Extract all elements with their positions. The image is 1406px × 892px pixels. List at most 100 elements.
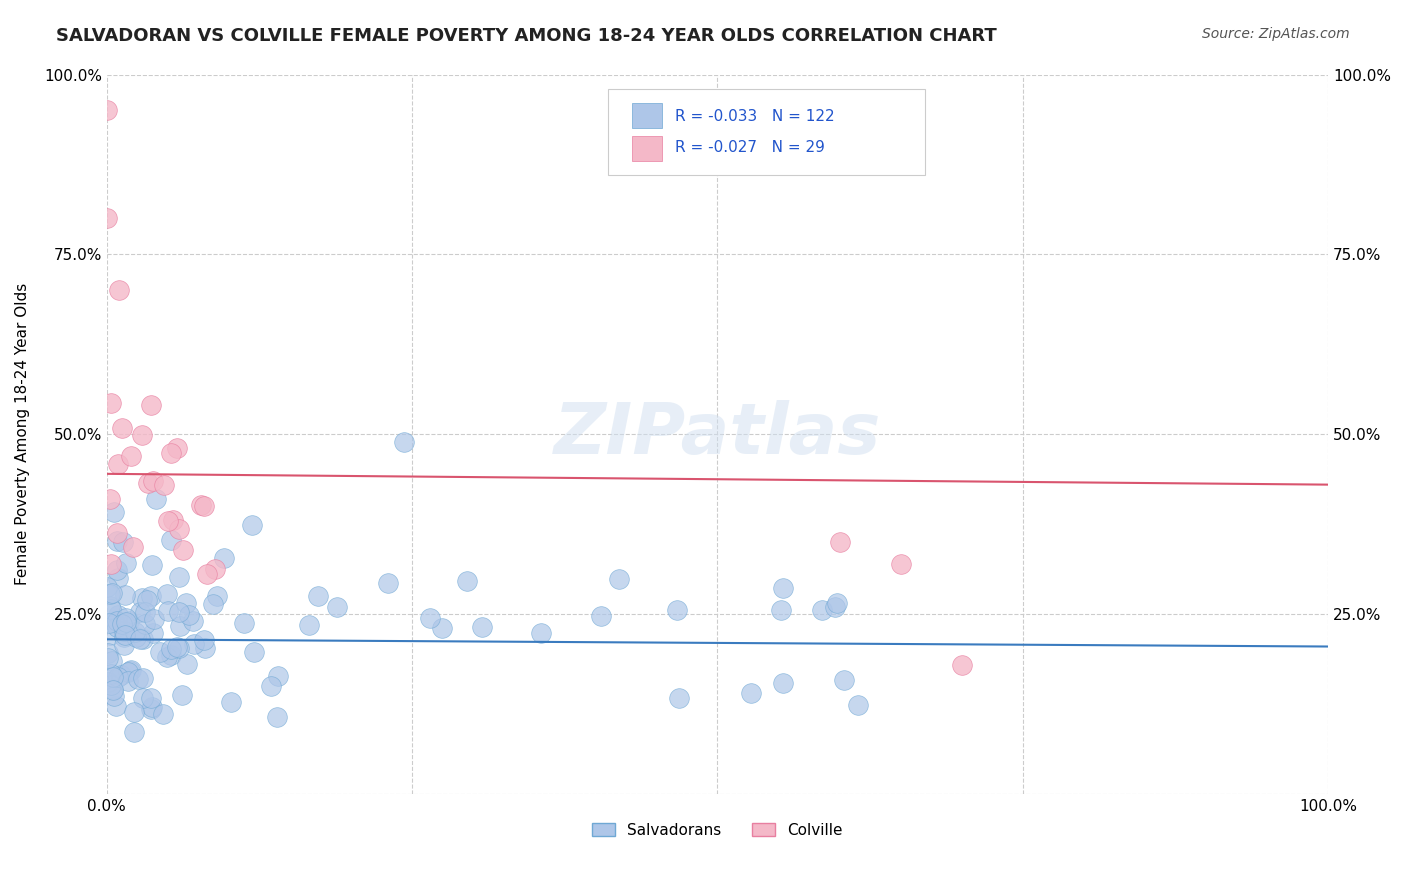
Point: [105, 526, 128, 541]
Point: [240, 518, 263, 533]
Point: [122, 540, 145, 554]
Point: [107, 670, 129, 684]
Point: [120, 449, 142, 463]
Point: [117, 673, 139, 688]
Text: Source: ZipAtlas.com: Source: ZipAtlas.com: [1202, 27, 1350, 41]
Point: [103, 689, 125, 703]
Point: [114, 588, 136, 602]
Point: [665, 603, 688, 617]
Point: [131, 690, 153, 705]
Point: [607, 572, 630, 586]
Point: [104, 614, 127, 628]
Point: [96, 103, 118, 118]
Point: [105, 563, 128, 577]
Point: [132, 632, 155, 647]
Point: [172, 543, 194, 558]
Point: [96, 211, 118, 226]
Text: R = -0.033   N = 122: R = -0.033 N = 122: [675, 109, 834, 124]
Point: [183, 637, 205, 651]
Text: ZIPatlas: ZIPatlas: [554, 400, 882, 469]
Point: [846, 698, 869, 712]
Point: [169, 619, 191, 633]
Point: [131, 591, 153, 605]
Point: [811, 603, 834, 617]
Point: [97, 646, 120, 660]
Point: [114, 624, 136, 638]
Point: [111, 534, 134, 549]
Point: [266, 709, 288, 723]
Point: [107, 614, 129, 628]
Point: [101, 682, 124, 697]
Point: [890, 557, 912, 571]
Point: [167, 605, 190, 619]
Legend: Salvadorans, Colville: Salvadorans, Colville: [586, 817, 849, 844]
Point: [825, 596, 848, 610]
Point: [115, 615, 138, 629]
Point: [134, 605, 156, 619]
Point: [156, 514, 179, 528]
Point: [118, 614, 141, 628]
Point: [149, 645, 172, 659]
Point: [824, 599, 846, 614]
Point: [100, 395, 122, 409]
Point: [100, 492, 122, 507]
Point: [139, 398, 162, 412]
Point: [471, 620, 494, 634]
Point: [100, 602, 122, 616]
Point: [194, 640, 217, 655]
Point: [162, 513, 184, 527]
Point: [179, 607, 201, 622]
FancyBboxPatch shape: [631, 103, 662, 128]
Point: [107, 571, 129, 585]
Point: [98, 674, 121, 689]
Point: [176, 657, 198, 672]
Point: [260, 679, 283, 693]
Point: [101, 682, 124, 697]
Point: [832, 673, 855, 688]
Point: [160, 648, 183, 663]
Point: [159, 446, 181, 460]
Point: [221, 695, 243, 709]
Point: [419, 610, 441, 624]
Point: [193, 500, 215, 514]
Point: [103, 505, 125, 519]
Point: [112, 630, 135, 644]
Point: [145, 491, 167, 506]
Point: [118, 664, 141, 678]
Point: [134, 617, 156, 632]
Point: [167, 570, 190, 584]
Point: [205, 590, 228, 604]
Point: [97, 675, 120, 690]
Point: [772, 581, 794, 595]
Point: [142, 625, 165, 640]
Point: [204, 562, 226, 576]
Point: [170, 688, 193, 702]
Point: [96, 580, 118, 594]
Point: [104, 699, 127, 714]
Point: [100, 678, 122, 692]
Point: [589, 609, 612, 624]
Text: R = -0.027   N = 29: R = -0.027 N = 29: [675, 140, 824, 155]
Point: [120, 663, 142, 677]
Point: [129, 605, 152, 619]
Point: [111, 421, 134, 435]
Point: [668, 691, 690, 706]
Point: [114, 628, 136, 642]
Point: [152, 706, 174, 721]
Point: [166, 441, 188, 455]
Point: [136, 592, 159, 607]
Point: [392, 434, 415, 449]
Point: [100, 654, 122, 668]
Point: [232, 615, 254, 630]
Point: [377, 575, 399, 590]
Point: [159, 642, 181, 657]
Point: [97, 651, 120, 665]
Point: [141, 558, 163, 572]
Point: [104, 615, 127, 630]
Point: [156, 587, 179, 601]
Point: [139, 589, 162, 603]
FancyBboxPatch shape: [631, 136, 662, 161]
Point: [115, 611, 138, 625]
Y-axis label: Female Poverty Among 18-24 Year Olds: Female Poverty Among 18-24 Year Olds: [15, 283, 30, 585]
Point: [98, 599, 121, 614]
